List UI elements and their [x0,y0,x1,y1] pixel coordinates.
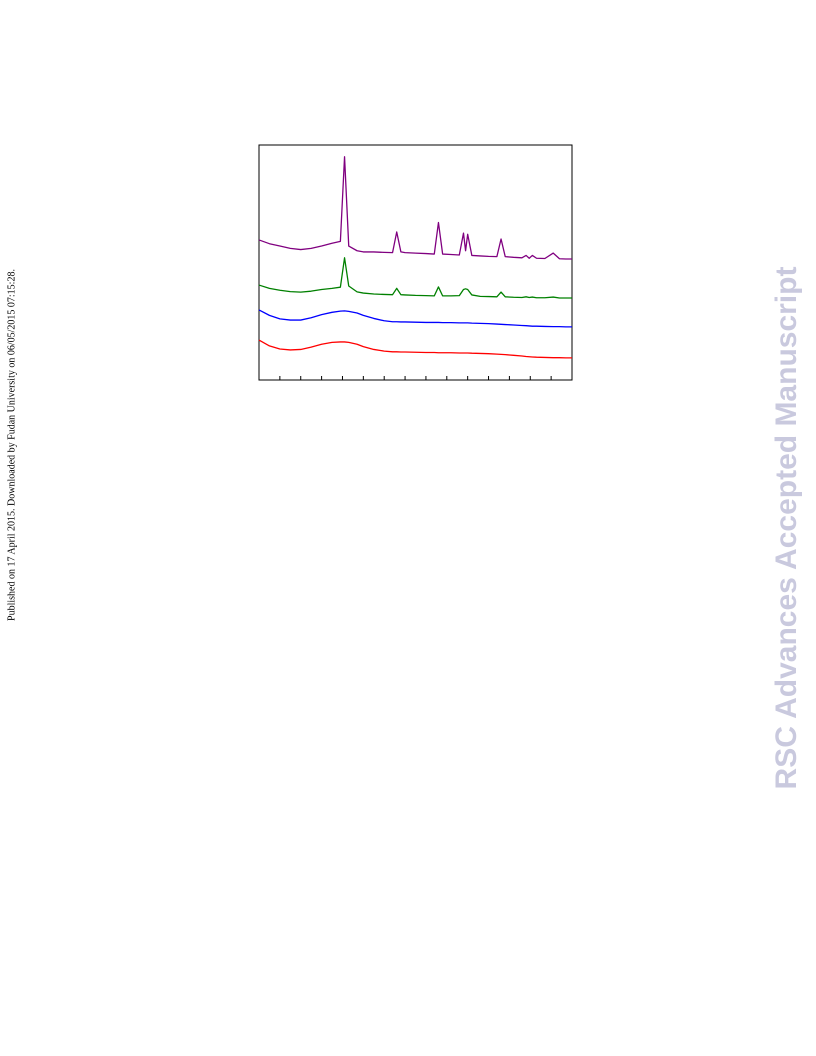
data-line [258,339,572,359]
data-line [258,257,572,299]
data-line [258,156,572,260]
plot-frame [258,144,573,381]
data-line [258,309,572,328]
